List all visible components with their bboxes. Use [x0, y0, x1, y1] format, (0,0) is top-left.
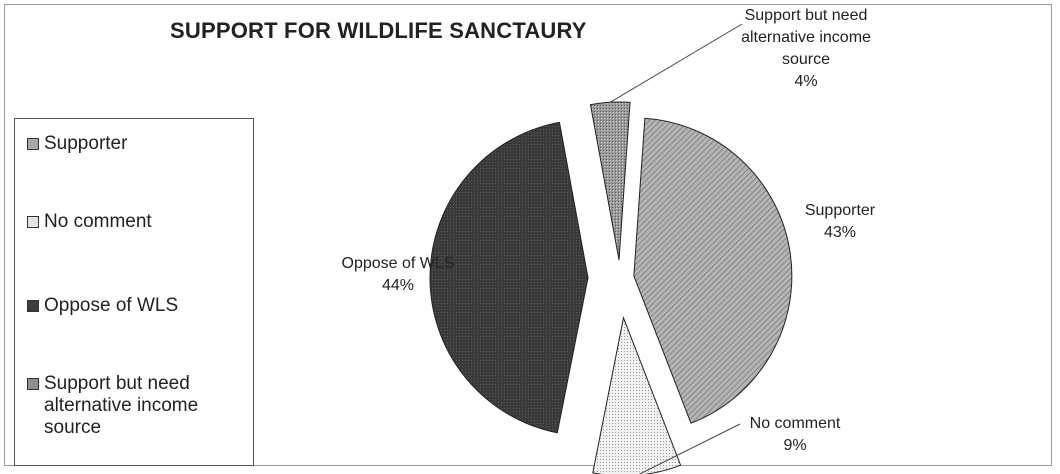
labels-layer: Supporter 43% No comment 9% Oppose of WLS 44%… — [342, 7, 876, 474]
legend-swatch-alternative-income — [27, 378, 39, 390]
chart-title: SUPPORT FOR WILDLIFE SANCTAURY — [170, 18, 587, 43]
pie-slice-no-comment — [592, 316, 682, 474]
slice-label-no-comment: No comment 9% — [750, 415, 841, 454]
legend-swatch-oppose — [27, 300, 39, 312]
pie-slice-oppose — [429, 121, 589, 434]
legend-item-oppose: Oppose of WLS — [27, 295, 249, 317]
slice-label-alternative-income: Support but need alternative income source… — [741, 7, 871, 90]
legend-label: Supporter — [44, 133, 128, 154]
legend-item-alternative-income: Support but need alternative income sour… — [27, 373, 249, 439]
legend-label: Oppose of WLS — [44, 295, 179, 316]
legend-item-no-comment: No comment — [27, 211, 249, 233]
slice-label-supporter: Supporter 43% — [805, 202, 876, 241]
legend-label: No comment — [44, 211, 152, 232]
legend-swatch-no-comment — [27, 216, 39, 228]
pie-slice-supporter — [633, 117, 793, 424]
legend-label: Support but need alternative income sour… — [44, 373, 199, 438]
legend: Supporter No comment Oppose of WLS Suppo… — [14, 118, 254, 466]
leader-line-no-comment — [638, 423, 741, 474]
legend-swatch-supporter — [27, 138, 39, 150]
slices-layer — [429, 101, 793, 474]
slice-label-oppose: Oppose of WLS 44% — [342, 255, 455, 294]
legend-item-supporter: Supporter — [27, 133, 249, 155]
leader-line-alternative-income — [609, 23, 743, 103]
pie-slice-alternative-income — [589, 101, 631, 261]
